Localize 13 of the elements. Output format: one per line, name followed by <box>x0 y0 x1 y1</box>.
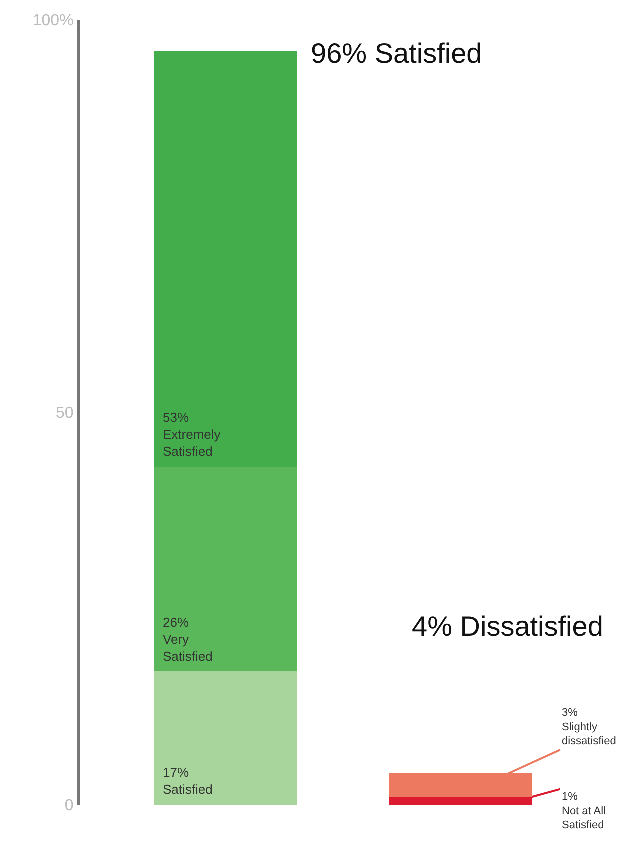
bar <box>154 467 298 672</box>
y-tick-label: 0 <box>64 798 74 815</box>
data-label: 26% Very Satisfied <box>163 615 213 664</box>
annotation: 96% Satisfied <box>311 38 482 69</box>
y-tick-label: 50 <box>56 405 74 422</box>
data-label: 53% Extremely Satisfied <box>163 410 222 459</box>
bar <box>154 51 298 468</box>
data-label: 3% Slightly dissatisfied <box>562 707 616 748</box>
y-tick-label: 100% <box>32 12 74 30</box>
annotation: 4% Dissatisfied <box>412 611 604 642</box>
data-label: 1% Not at All Satisfied <box>562 791 606 832</box>
bar <box>154 672 298 805</box>
data-label: 17% Satisfied <box>163 765 213 797</box>
